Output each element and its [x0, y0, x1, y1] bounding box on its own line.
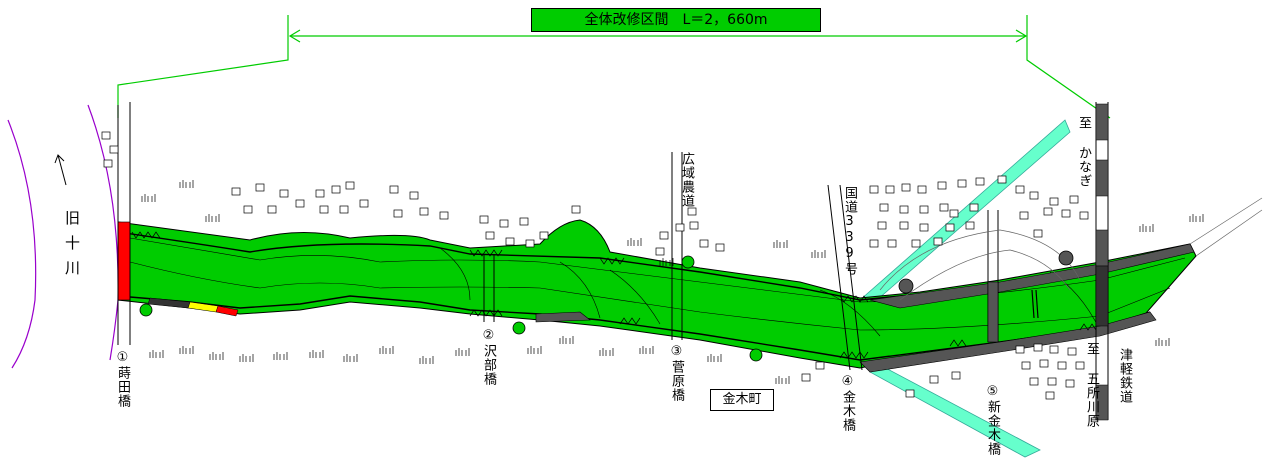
- bridge-1-name: 蒔田橋: [115, 366, 130, 408]
- flow-arrow-icon: [54, 154, 67, 186]
- bridge-pier: [987, 281, 999, 343]
- bridge-4-name: 金木橋: [840, 390, 855, 432]
- house-symbols: [101, 131, 1089, 400]
- bridge-3-name: 菅原橋: [669, 360, 684, 402]
- to-kanagi-label: 至 かなぎ: [1076, 116, 1091, 188]
- bridge-2-name: 沢部橋: [481, 344, 496, 386]
- bridge-5-name: 新金木橋: [985, 400, 1000, 456]
- town-label: 金木町: [710, 389, 774, 411]
- railway: [1095, 102, 1109, 421]
- gray-marker-icons: [898, 250, 1074, 294]
- bridge-lines: [117, 102, 999, 371]
- bridge-5-num: ⑤: [985, 384, 1000, 400]
- bridge-4-num: ④: [840, 374, 855, 390]
- railway-label: 津軽鉄道: [1117, 348, 1132, 404]
- bridge-1-num: ①: [115, 350, 130, 366]
- to-goshogawara-label: 至 五所川原: [1084, 342, 1099, 428]
- extent-marker: [117, 15, 1111, 119]
- farm-road-label: 広域農道: [679, 152, 694, 208]
- bridge-3-num: ③: [669, 344, 684, 360]
- green-marker-icons: [139, 255, 763, 362]
- river-channel: [117, 219, 1197, 373]
- section-length-title: 全体改修区間 L＝2，660m: [531, 8, 821, 32]
- grass-symbols: [141, 180, 1204, 384]
- national-road-label: 国道339号: [842, 186, 857, 276]
- bridge-2-num: ②: [481, 328, 496, 344]
- old-river-label: 旧十川: [63, 210, 81, 285]
